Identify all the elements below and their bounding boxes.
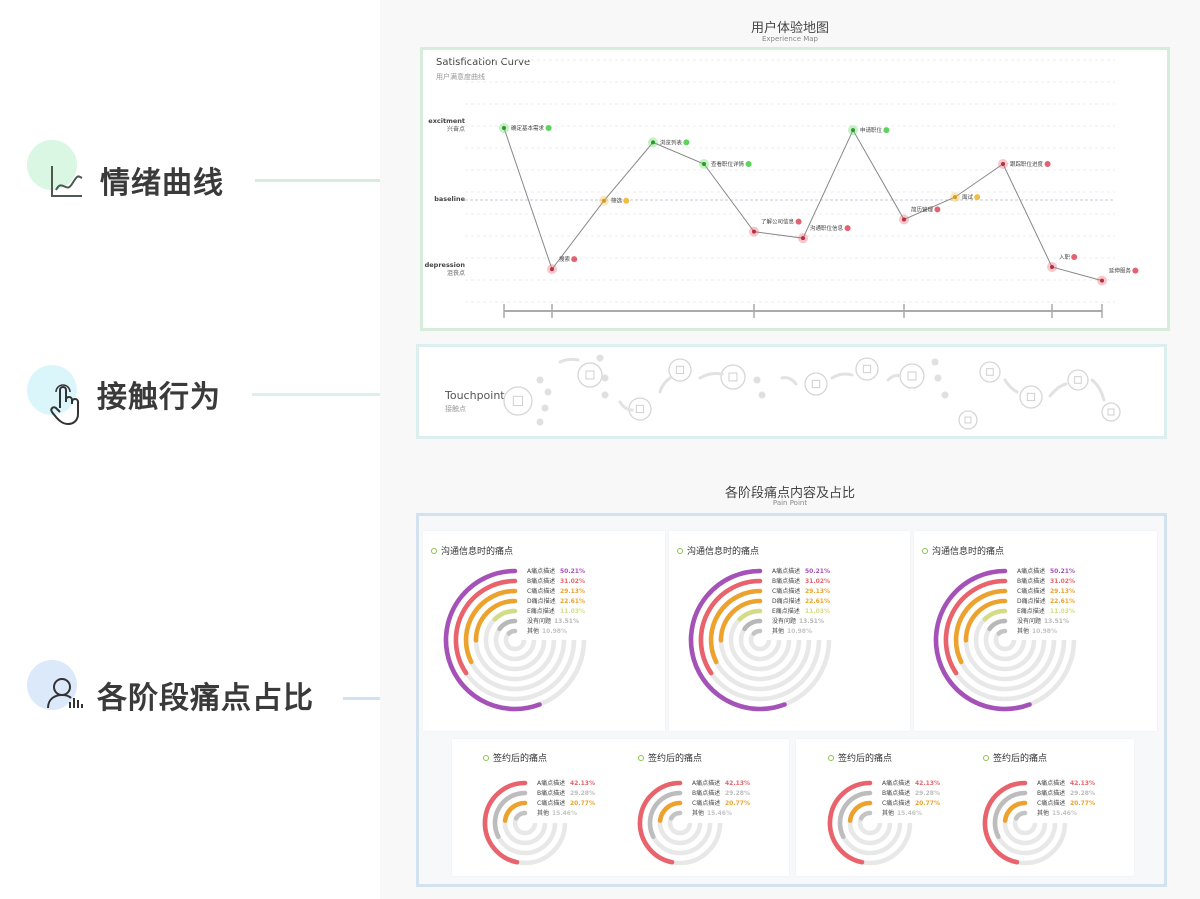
connector-line	[343, 697, 416, 700]
bullet-icon	[828, 754, 834, 761]
bullet-icon	[638, 754, 644, 761]
line-chart-icon	[51, 166, 83, 197]
touchpoint-title: Touchpoint	[445, 389, 505, 402]
bullet-icon	[677, 547, 683, 554]
touchpoint-subtitle: 接触点	[445, 405, 466, 413]
touchpoint-box	[416, 344, 1167, 439]
nav-bubble	[27, 660, 77, 710]
nav-emotion-curve[interactable]: 情绪曲线	[100, 166, 224, 201]
card-title-text: 沟通信息时的痛点	[441, 547, 514, 557]
pain-card-title: 签约后的痛点	[638, 751, 702, 764]
pain-card	[914, 531, 1157, 731]
pain-card-title: 签约后的痛点	[828, 751, 892, 764]
pain-card-title: 签约后的痛点	[983, 751, 1047, 764]
card-title-text: 签约后的痛点	[493, 754, 548, 764]
pain-card	[423, 531, 665, 731]
connector-line	[252, 393, 416, 396]
card-title-text: 签约后的痛点	[838, 754, 893, 764]
bullet-icon	[431, 547, 437, 554]
satisfaction-subtitle: 用户满意度曲线	[436, 73, 485, 81]
satisfaction-curve-box	[420, 47, 1170, 331]
satisfaction-title: Satisfication Curve	[436, 57, 531, 68]
pain-point-title: 各阶段痛点内容及占比	[724, 486, 855, 501]
pain-card	[669, 531, 910, 731]
hand-pointer-icon	[50, 384, 79, 426]
nav-touchpoint[interactable]: 接触行为	[97, 380, 221, 415]
card-title-text: 签约后的痛点	[648, 754, 703, 764]
experience-map-subtitle: Experience Map	[761, 35, 819, 43]
card-title-text: 签约后的痛点	[993, 754, 1048, 764]
nav-pain-point[interactable]: 各阶段痛点占比	[97, 681, 314, 716]
pain-card-title: 签约后的痛点	[483, 751, 547, 764]
pain-card-title: 沟通信息时的痛点	[431, 544, 513, 557]
pain-card-title: 沟通信息时的痛点	[922, 544, 1004, 557]
bullet-icon	[922, 547, 928, 554]
pain-point-subtitle: Pain Point	[772, 499, 808, 507]
bullet-icon	[483, 754, 489, 761]
card-title-text: 沟通信息时的痛点	[932, 547, 1005, 557]
pain-card-title: 沟通信息时的痛点	[677, 544, 759, 557]
nav-bubble	[27, 365, 77, 415]
bullet-icon	[983, 754, 989, 761]
connector-line	[255, 179, 421, 182]
user-chart-icon	[47, 678, 83, 709]
card-title-text: 沟通信息时的痛点	[687, 547, 760, 557]
experience-map-title: 用户体验地图	[750, 21, 829, 36]
